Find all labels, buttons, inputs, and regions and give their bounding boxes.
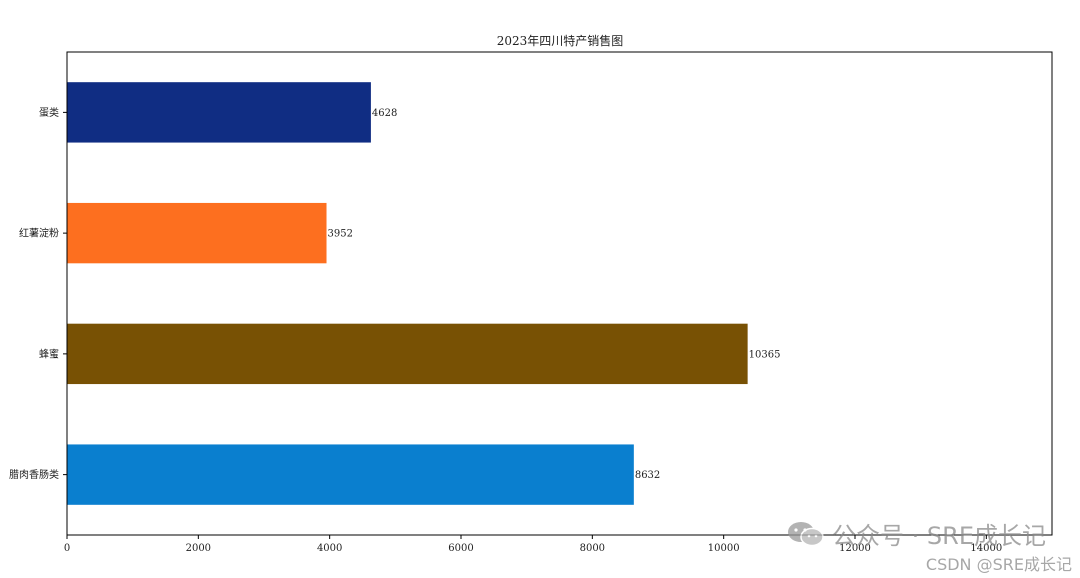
x-tick-label: 10000 bbox=[708, 543, 740, 554]
category-labels: 腊肉香肠类 蜂蜜 红薯淀粉 蛋类 bbox=[9, 106, 67, 481]
bar bbox=[67, 444, 634, 505]
x-tick-label: 14000 bbox=[970, 543, 1002, 554]
bar-value-label: 8632 bbox=[635, 470, 660, 481]
bar bbox=[67, 202, 327, 264]
x-tick-label: 0 bbox=[64, 543, 70, 554]
bar-value-label: 10365 bbox=[749, 349, 781, 360]
x-tick-label: 12000 bbox=[839, 543, 871, 554]
bar bbox=[67, 82, 371, 143]
category-label: 红薯淀粉 bbox=[19, 227, 59, 240]
x-tick-label: 2000 bbox=[186, 543, 211, 554]
watermark-csdn: CSDN @SRE成长记 bbox=[925, 555, 1072, 574]
bar bbox=[67, 323, 748, 385]
chart-title: 2023年四川特产销售图 bbox=[497, 33, 624, 48]
x-tick-label: 6000 bbox=[448, 543, 473, 554]
bars-group: 8632 10365 3952 4628 bbox=[67, 82, 780, 505]
x-tick-label: 4000 bbox=[317, 543, 342, 554]
watermark-text: 公众号 · SRE成长记 bbox=[832, 522, 1046, 550]
x-tick-label: 8000 bbox=[580, 543, 605, 554]
category-label: 腊肉香肠类 bbox=[9, 468, 59, 481]
x-axis-ticks: 0 2000 4000 6000 8000 10000 12000 14000 bbox=[64, 535, 1002, 554]
wechat-icon bbox=[786, 520, 826, 548]
category-label: 蛋类 bbox=[39, 106, 59, 119]
watermark-wechat: 公众号 · SRE成长记 bbox=[786, 516, 1046, 551]
category-label: 蜂蜜 bbox=[39, 347, 59, 360]
bar-value-label: 4628 bbox=[372, 108, 397, 119]
plot-frame bbox=[66, 51, 1053, 536]
bar-value-label: 3952 bbox=[328, 229, 353, 240]
